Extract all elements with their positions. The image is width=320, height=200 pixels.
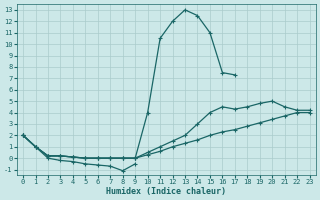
X-axis label: Humidex (Indice chaleur): Humidex (Indice chaleur) — [106, 187, 226, 196]
